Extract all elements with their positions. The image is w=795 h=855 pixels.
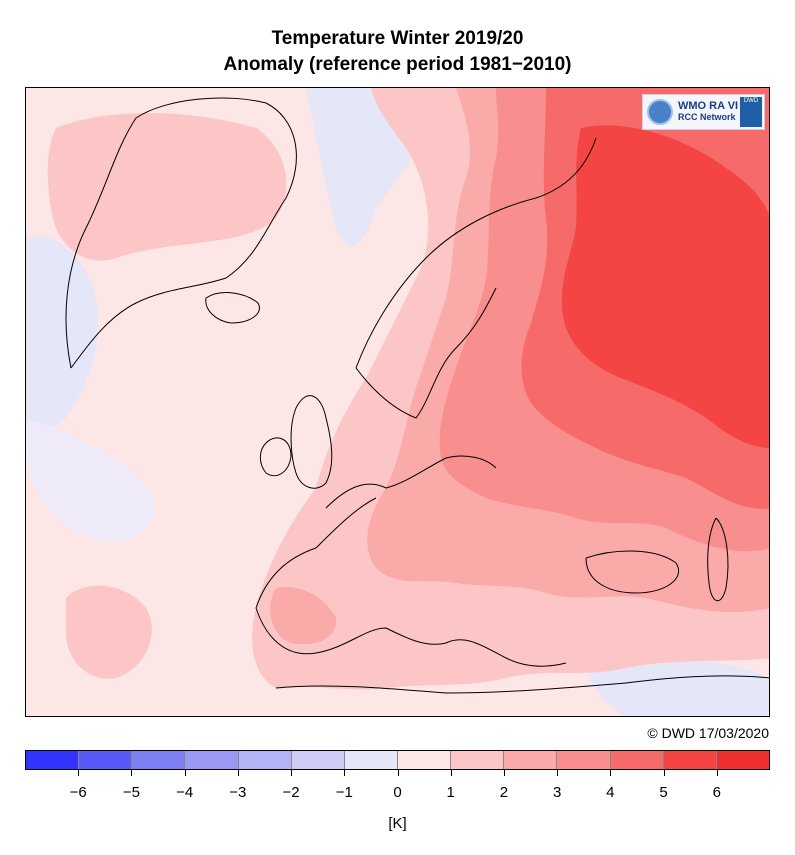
colorbar-tick — [237, 770, 239, 776]
zone-1-to-2-atlantic — [66, 585, 152, 679]
zone-neg-north-africa — [586, 659, 769, 716]
uk-coast — [290, 395, 333, 489]
colorbar-tick-label: 3 — [552, 784, 562, 801]
colorbar-swatch — [504, 751, 558, 769]
colorbar-swatch — [344, 751, 398, 769]
north-africa-coast — [275, 675, 769, 694]
colorbar-ticks: −6 −5 −4 −3 −2 −1 0 1 2 3 4 5 6 — [25, 770, 770, 810]
colorbar-tick — [610, 770, 612, 776]
colorbar-tick-label: 4 — [606, 784, 615, 801]
zone-neg-greenland-sw — [26, 236, 99, 430]
chart-subtitle: Anomaly (reference period 1981−2010) — [223, 54, 572, 75]
colorbar-swatch — [238, 751, 292, 769]
colorbar-swatch — [79, 751, 133, 769]
colorbar-tick-label: −6 — [69, 784, 87, 801]
chart-title: Temperature Winter 2019/20 — [271, 28, 524, 49]
zone-neg-atlantic — [26, 418, 156, 542]
zone-5-to-6 — [561, 125, 769, 448]
colorbar-tick-label: −5 — [122, 784, 140, 801]
wmo-globe-icon — [647, 99, 673, 125]
colorbar-tick — [716, 770, 718, 776]
colorbar-swatch — [557, 751, 611, 769]
colorbar-swatch — [26, 751, 80, 769]
colorbar-swatch — [132, 751, 186, 769]
black-sea — [585, 550, 679, 594]
colorbar-swatch — [397, 751, 452, 769]
logo-rcc-text: RCC Network — [678, 112, 736, 122]
colorbar-tick — [450, 770, 452, 776]
colorbar-tick — [663, 770, 665, 776]
colorbar-tick — [78, 770, 80, 776]
colorbar-tick — [557, 770, 559, 776]
colorbar — [25, 750, 770, 770]
colorbar-swatch — [716, 751, 769, 769]
colorbar-tick-label: −4 — [176, 784, 194, 801]
colorbar-swatch — [185, 751, 239, 769]
colorbar-swatch — [663, 751, 717, 769]
colorbar-tick-label: 0 — [393, 784, 402, 801]
iceland-coast — [205, 292, 260, 324]
colorbar-tick — [344, 770, 346, 776]
colorbar-tick — [291, 770, 293, 776]
dwd-logo: DWD — [740, 97, 762, 127]
coastlines — [65, 97, 769, 694]
colorbar-tick-label: −2 — [282, 784, 300, 801]
map-canvas — [26, 88, 769, 716]
colorbar-tick-label: 1 — [446, 784, 455, 801]
logo-wmo-text: WMO RA VI — [678, 100, 739, 112]
colorbar-tick-label: 2 — [499, 784, 509, 801]
zone-2-to-3-iberia — [270, 587, 337, 645]
colorbar-tick-label: 6 — [712, 784, 721, 801]
colorbar-swatch — [451, 751, 505, 769]
colorbar-swatch — [291, 751, 345, 769]
caspian — [707, 517, 729, 601]
colorbar-tick-label: −1 — [335, 784, 353, 801]
wmo-rcc-logo: WMO RA VI RCC Network DWD — [642, 94, 765, 130]
colorbar-swatch — [610, 751, 664, 769]
zone-1-to-2-greenland — [47, 113, 287, 261]
greenland-coast — [65, 97, 297, 369]
scandinavia-coast — [355, 137, 597, 419]
colorbar-tick-label: 5 — [659, 784, 668, 801]
colorbar-tick — [397, 770, 399, 776]
colorbar-tick-label: −3 — [229, 784, 247, 801]
colorbar-tick — [184, 770, 186, 776]
colorbar-tick — [131, 770, 133, 776]
credit-text: © DWD 17/03/2020 — [647, 725, 769, 741]
colorbar-unit: [K] — [388, 815, 407, 832]
colorbar-tick — [503, 770, 505, 776]
continent-coast — [255, 455, 567, 667]
anomaly-map: WMO RA VI RCC Network DWD — [25, 87, 770, 717]
ireland-coast — [259, 437, 292, 477]
